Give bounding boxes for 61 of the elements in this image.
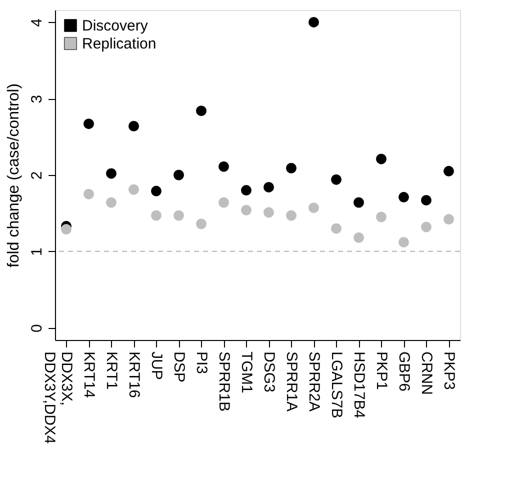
point [196,106,206,116]
y-tick-label: 0 [28,324,46,332]
x-tick-label: SPRR2A [305,352,322,412]
x-tick-label: KRT14 [80,352,98,398]
y-tick-label: 1 [28,248,46,256]
point [174,210,184,221]
point [444,166,454,176]
x-tick-label: SPRR1A [282,352,300,412]
point [106,197,116,208]
point [376,154,386,164]
point [128,184,139,195]
point [421,222,432,232]
x-tick-label: PI3 [192,352,210,374]
point [128,120,139,132]
x-tick-label: SPRR1B [215,352,232,412]
point [286,210,296,221]
point [398,236,409,248]
point [264,182,274,192]
point [196,218,206,230]
point [241,185,252,196]
point [376,212,386,222]
point [398,192,409,202]
x-tick-label: KRT16 [125,352,142,398]
point [106,168,116,179]
point [84,188,94,200]
point [241,204,252,216]
point [421,194,432,206]
point [354,197,364,208]
point [308,202,319,214]
point [151,210,162,221]
legend-label: Discovery [82,18,148,34]
x-tick-label: DSP [170,352,188,382]
y-tick-label: 2 [28,171,46,180]
point [331,223,342,234]
point [264,207,274,218]
point [84,118,94,130]
x-tick-label: DSG3 [260,352,278,392]
y-tick-label: 3 [28,94,46,104]
point [354,232,364,243]
x-tick-label: CRNN [418,352,435,395]
x-tick-label: KRT1 [102,352,120,390]
point [331,174,342,185]
legend-label: Replication [82,36,156,52]
x-tick-label: JUP [148,352,165,380]
point [286,162,296,174]
x-tick-label: PKP3 [440,352,458,390]
point [444,214,454,225]
y-axis-title: fold change (case/control) [6,83,22,268]
x-tick-label: TGM1 [238,352,255,394]
x-tick-label: PKP1 [372,352,390,390]
point [61,224,72,234]
point [308,16,319,28]
point [174,170,184,180]
point [218,197,229,208]
x-tick-label: GBP6 [395,352,412,392]
x-tick-label: DDX3X, DDX3Y,DDX4 [40,352,75,444]
point [218,161,229,172]
y-tick-label: 4 [28,18,46,27]
x-tick-label: LGALS7B [328,352,345,418]
point [151,186,162,196]
x-tick-label: HSD17B4 [350,352,368,418]
